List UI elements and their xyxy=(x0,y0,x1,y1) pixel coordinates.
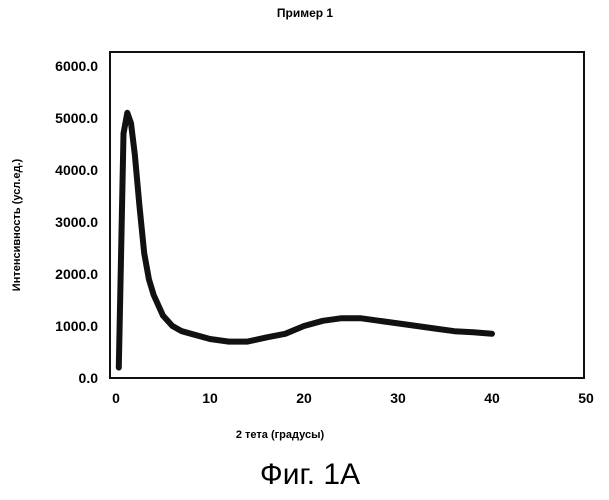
y-tick-label: 6000.0 xyxy=(55,58,98,74)
x-tick-label: 0 xyxy=(112,390,120,406)
y-tick-label: 5000.0 xyxy=(55,110,98,126)
x-tick-label: 50 xyxy=(578,390,594,406)
x-axis: 0 10 20 30 40 50 xyxy=(112,390,594,406)
y-tick-label: 2000.0 xyxy=(55,266,98,282)
x-tick-label: 40 xyxy=(484,390,500,406)
y-tick-label: 3000.0 xyxy=(55,214,98,230)
x-axis-label: 2 тета (градусы) xyxy=(236,429,325,441)
figure-caption: Фиг. 1A xyxy=(260,458,360,491)
series-layer xyxy=(119,113,492,368)
y-tick-label: 4000.0 xyxy=(55,162,98,178)
y-axis: 0.0 1000.0 2000.0 3000.0 4000.0 5000.0 6000.0 xyxy=(55,58,98,386)
x-tick-label: 20 xyxy=(296,390,312,406)
series-line xyxy=(119,113,492,368)
y-axis-label: Интенсивность (усл.ед.) xyxy=(11,158,23,291)
chart-title: Пример 1 xyxy=(277,6,334,20)
y-tick-label: 0.0 xyxy=(79,370,99,386)
y-tick-label: 1000.0 xyxy=(55,318,98,334)
x-tick-label: 10 xyxy=(202,390,218,406)
x-tick-label: 30 xyxy=(390,390,406,406)
